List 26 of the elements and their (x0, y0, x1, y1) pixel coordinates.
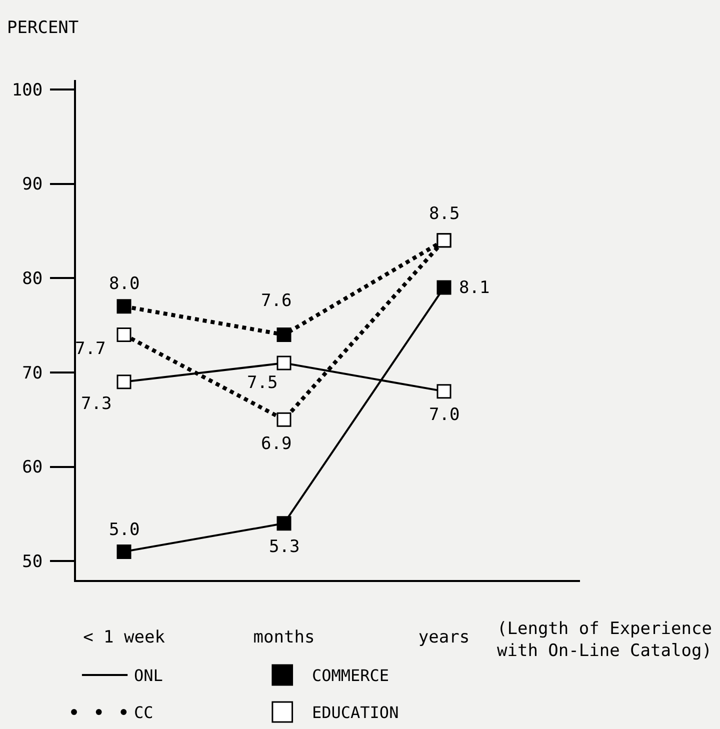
annotation: 7.3 (81, 394, 112, 414)
text: EDUCATION (312, 703, 399, 722)
y-tick-label: 50 (22, 552, 43, 572)
annotation: 7.5 (247, 373, 278, 393)
y-tick-label: 100 (12, 80, 43, 100)
annotation: 6.9 (261, 434, 292, 454)
annotation: 8.0 (109, 274, 140, 294)
text: ONL (134, 666, 163, 685)
annotation: 7.7 (75, 339, 106, 359)
y-tick-label: 60 (22, 458, 43, 478)
text: COMMERCE (312, 666, 390, 685)
x-tick-label: < 1 week (83, 627, 165, 648)
annotation: 5.0 (109, 520, 140, 540)
annotation: 7.6 (261, 291, 292, 311)
annotation: 8.1 (459, 278, 490, 298)
y-tick-label: 80 (22, 269, 43, 290)
x-axis-title: (Length of Experience with On-Line Catalog) (497, 619, 712, 662)
x-tick-label: months (253, 627, 315, 648)
x-tick-label: years (418, 627, 470, 648)
annotation: 5.3 (269, 537, 300, 557)
y-tick-label: 90 (22, 174, 43, 195)
annotation: 8.5 (429, 204, 460, 224)
text: CC (134, 703, 154, 722)
y-axis-title: PERCENT (7, 18, 79, 38)
annotation: 7.0 (429, 405, 460, 425)
y-tick-label: 70 (22, 363, 43, 384)
